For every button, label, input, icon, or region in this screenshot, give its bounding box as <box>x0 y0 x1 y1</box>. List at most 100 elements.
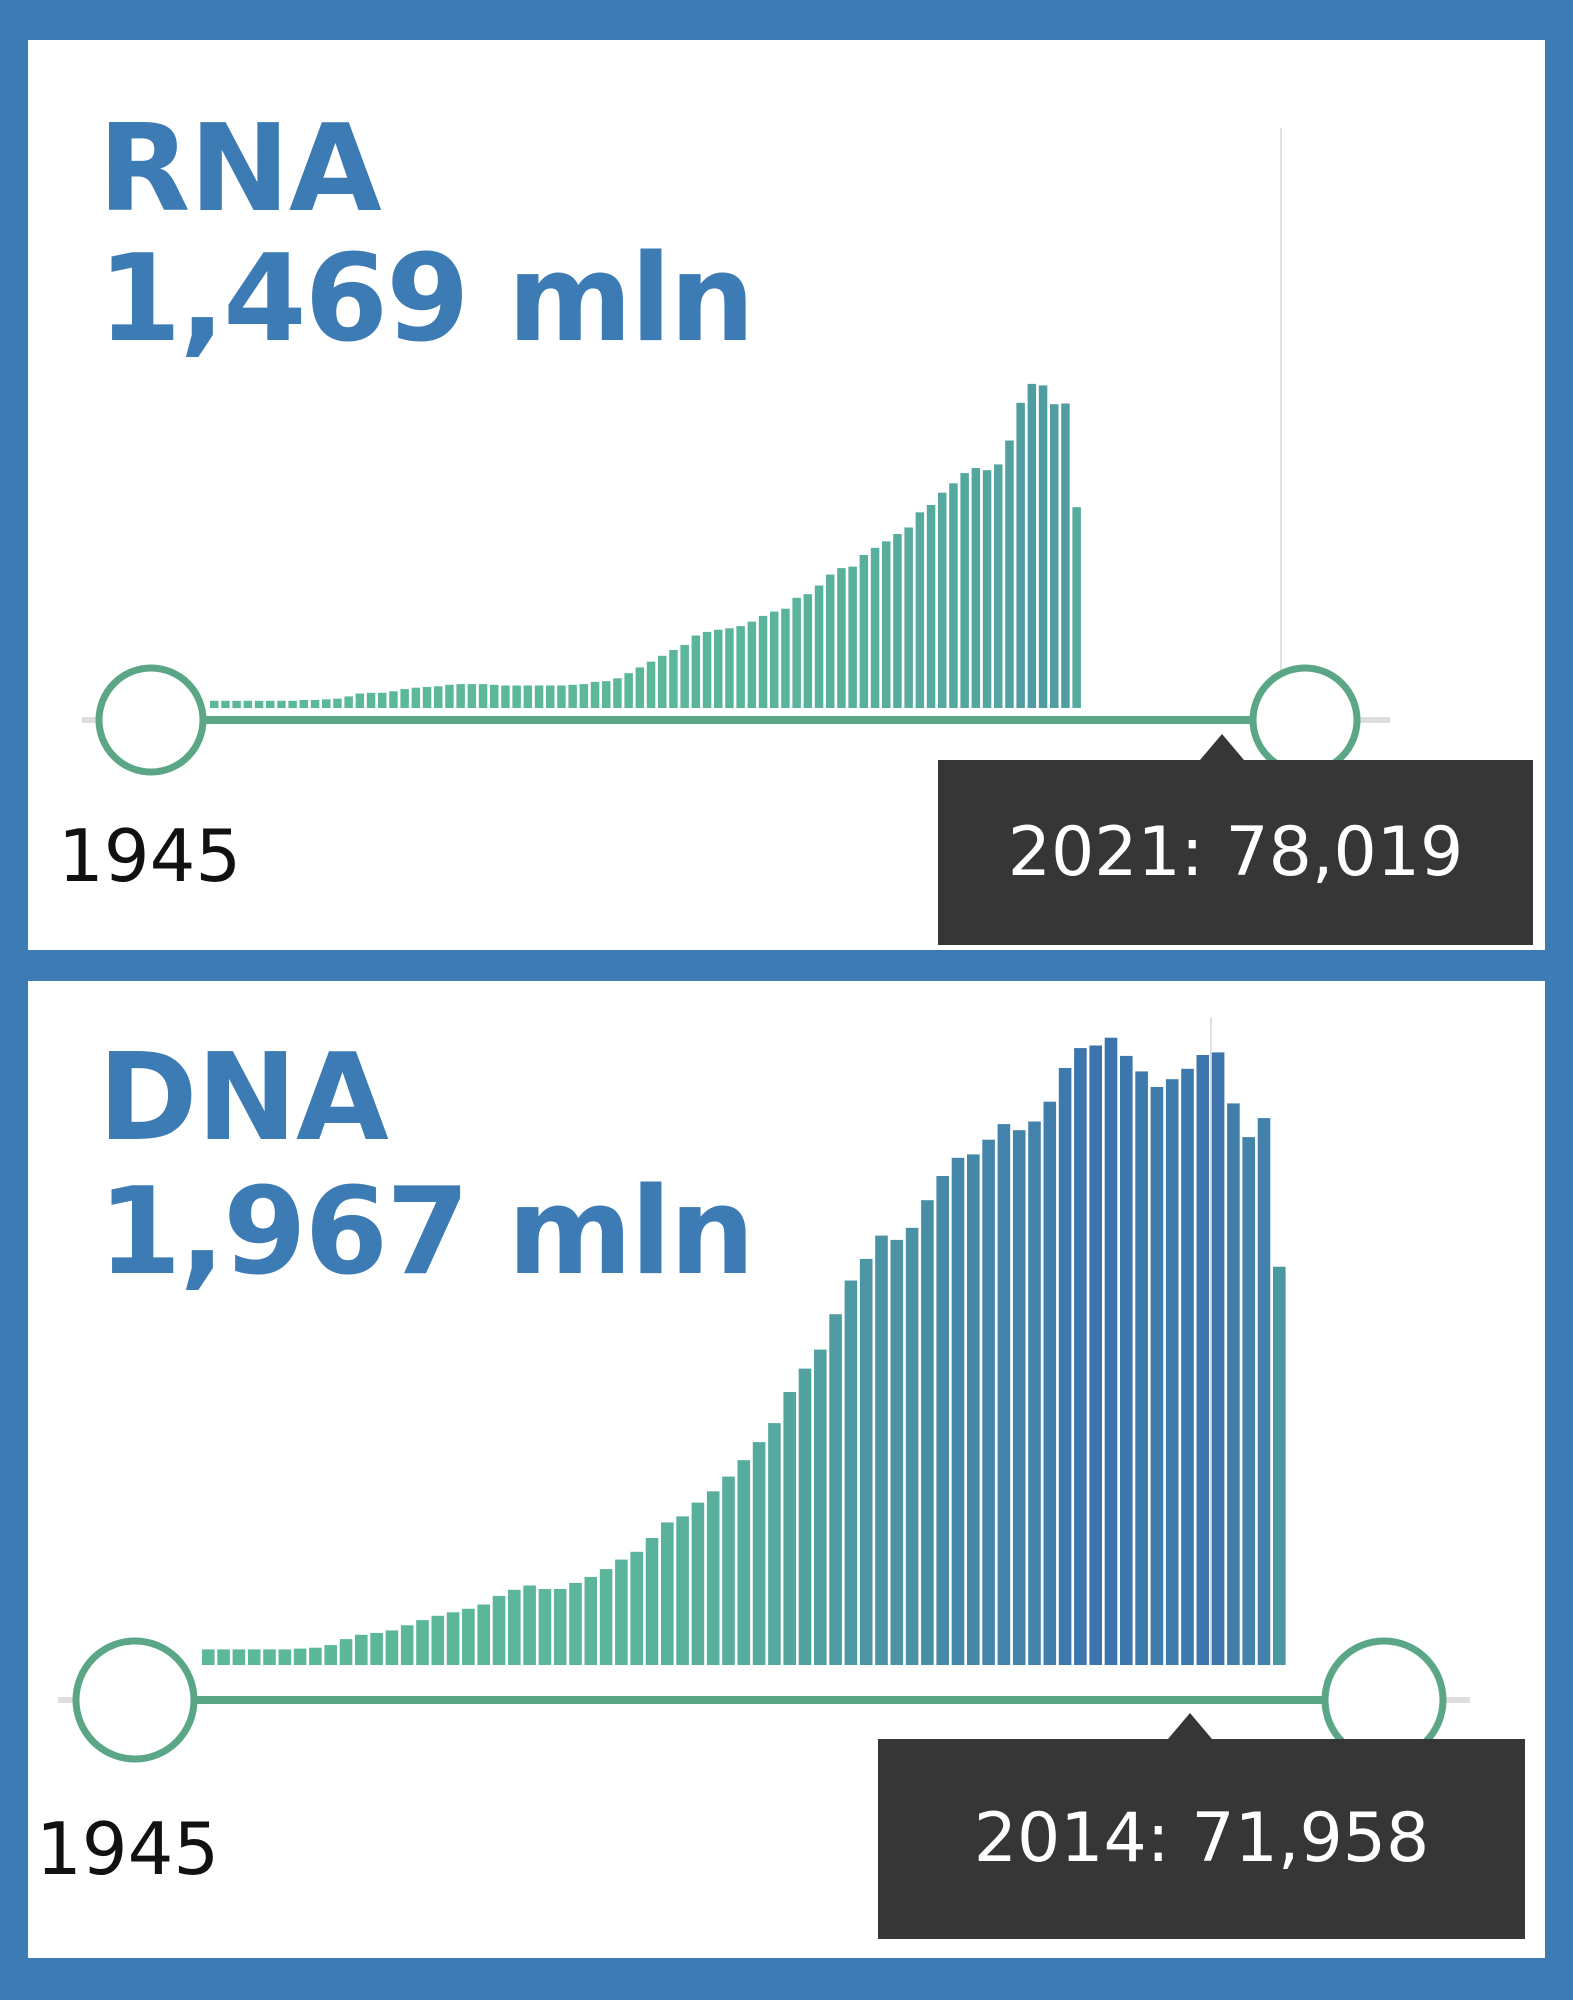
bar-1985[interactable] <box>814 1349 827 1665</box>
bar-2015[interactable] <box>1273 1266 1286 1665</box>
bar-1963[interactable] <box>411 687 421 708</box>
bar-1958[interactable] <box>400 1625 414 1665</box>
bar-1956[interactable] <box>370 1633 383 1665</box>
bar-1947[interactable] <box>232 1649 246 1665</box>
bar-1970[interactable] <box>584 1576 598 1665</box>
bar-1999[interactable] <box>1028 1121 1041 1666</box>
bar-2010[interactable] <box>1196 1055 1210 1665</box>
bar-1948[interactable] <box>243 700 253 709</box>
bar-1946[interactable] <box>221 700 230 709</box>
bar-2021[interactable] <box>1061 403 1070 709</box>
bar-2015[interactable] <box>994 464 1003 708</box>
bar-1975[interactable] <box>661 1522 674 1665</box>
bar-1965[interactable] <box>508 1589 521 1665</box>
bar-1963[interactable] <box>477 1604 490 1666</box>
bar-1994[interactable] <box>951 1157 965 1665</box>
bar-2000[interactable] <box>1043 1101 1057 1665</box>
bar-1962[interactable] <box>462 1608 475 1665</box>
bar-2008[interactable] <box>915 512 925 709</box>
bar-1965[interactable] <box>434 686 443 709</box>
bar-2022[interactable] <box>1072 507 1081 708</box>
bar-1945[interactable] <box>210 700 219 709</box>
bar-2011[interactable] <box>949 483 958 709</box>
bar-1951[interactable] <box>293 1648 307 1665</box>
bar-1951[interactable] <box>277 700 286 709</box>
bar-2012[interactable] <box>1227 1103 1240 1665</box>
bar-2007[interactable] <box>1150 1087 1164 1665</box>
bar-1984[interactable] <box>798 1368 812 1665</box>
bar-2006[interactable] <box>893 534 902 708</box>
bar-2007[interactable] <box>904 527 913 709</box>
bar-1960[interactable] <box>378 692 387 708</box>
bar-1988[interactable] <box>691 635 701 709</box>
bar-1966[interactable] <box>523 1585 536 1666</box>
bar-2003[interactable] <box>1089 1045 1102 1666</box>
bar-1953[interactable] <box>324 1645 337 1665</box>
bar-1960[interactable] <box>431 1615 445 1665</box>
bar-2002[interactable] <box>1074 1048 1087 1665</box>
bar-2016[interactable] <box>1005 440 1014 709</box>
bar-2017[interactable] <box>1016 402 1025 708</box>
bar-1956[interactable] <box>333 698 342 708</box>
bar-2002[interactable] <box>848 566 857 708</box>
bar-2011[interactable] <box>1211 1052 1225 1665</box>
bar-1987[interactable] <box>680 644 689 708</box>
bar-1989[interactable] <box>702 631 712 708</box>
bar-2020[interactable] <box>1050 404 1059 708</box>
bar-1959[interactable] <box>416 1620 429 1665</box>
bar-1966[interactable] <box>445 684 454 708</box>
bar-1992[interactable] <box>921 1200 934 1665</box>
bar-1995[interactable] <box>770 611 779 708</box>
bar-1952[interactable] <box>309 1647 322 1665</box>
bar-1991[interactable] <box>905 1227 919 1665</box>
slider-end-handle[interactable] <box>1249 664 1361 776</box>
bar-1987[interactable] <box>844 1280 858 1666</box>
bar-2005[interactable] <box>1120 1055 1133 1665</box>
bar-1976[interactable] <box>557 685 566 709</box>
bar-1950[interactable] <box>266 700 275 709</box>
bar-2014[interactable] <box>1257 1118 1271 1665</box>
bar-1952[interactable] <box>288 700 297 709</box>
bar-1973[interactable] <box>523 685 533 709</box>
bar-1985[interactable] <box>658 655 667 708</box>
bar-1958[interactable] <box>355 693 365 709</box>
bar-1992[interactable] <box>736 626 745 708</box>
bar-2000[interactable] <box>826 574 835 708</box>
bar-1996[interactable] <box>982 1139 995 1665</box>
bar-2010[interactable] <box>938 492 947 708</box>
bar-1980[interactable] <box>737 1460 751 1665</box>
bar-1984[interactable] <box>646 661 656 708</box>
bar-1954[interactable] <box>339 1639 353 1665</box>
bar-1997[interactable] <box>997 1124 1011 1665</box>
bar-1946[interactable] <box>217 1649 230 1665</box>
bar-1981[interactable] <box>613 678 622 708</box>
bar-1967[interactable] <box>538 1589 552 1665</box>
bar-2001[interactable] <box>1058 1068 1072 1665</box>
bar-1982[interactable] <box>768 1423 781 1665</box>
bar-1947[interactable] <box>232 700 241 709</box>
bar-1998[interactable] <box>803 594 813 708</box>
bar-1971[interactable] <box>599 1569 613 1665</box>
bar-2004[interactable] <box>870 547 880 708</box>
bar-2019[interactable] <box>1038 385 1048 708</box>
bar-2005[interactable] <box>882 541 891 709</box>
bar-1967[interactable] <box>456 684 465 708</box>
bar-1962[interactable] <box>400 689 409 708</box>
bar-1980[interactable] <box>602 681 611 708</box>
bar-2013[interactable] <box>1242 1137 1255 1665</box>
bar-1968[interactable] <box>553 1589 567 1665</box>
bar-2001[interactable] <box>837 568 846 708</box>
bar-1972[interactable] <box>512 685 521 709</box>
bar-1955[interactable] <box>355 1634 368 1665</box>
bar-2008[interactable] <box>1165 1079 1179 1665</box>
bar-2012[interactable] <box>960 473 969 708</box>
bar-1988[interactable] <box>859 1258 873 1665</box>
bar-1981[interactable] <box>752 1442 766 1665</box>
bar-1945[interactable] <box>202 1649 215 1665</box>
bar-1971[interactable] <box>501 685 510 709</box>
bar-2004[interactable] <box>1104 1037 1118 1665</box>
bar-2006[interactable] <box>1135 1071 1148 1665</box>
bar-1978[interactable] <box>706 1491 720 1665</box>
bar-1976[interactable] <box>676 1516 689 1665</box>
bar-2009[interactable] <box>926 505 936 708</box>
